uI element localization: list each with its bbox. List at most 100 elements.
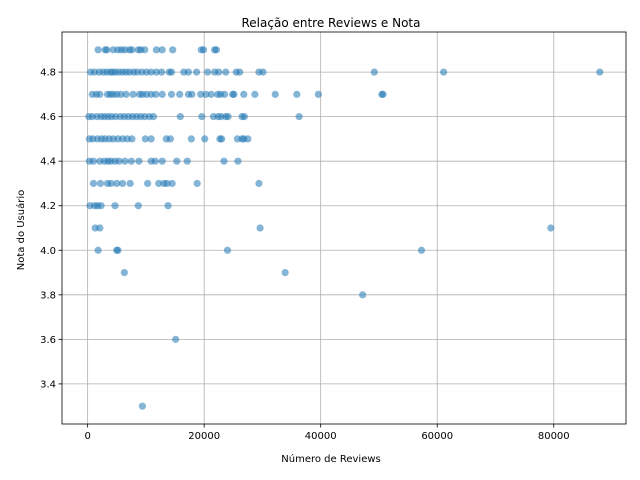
data-point [155,179,163,188]
data-point [134,202,142,210]
data-point [164,202,172,210]
y-axis-title: Nota do Usuário [15,190,27,270]
x-axis-title: Número de Reviews [281,453,380,465]
data-point [168,179,176,188]
data-points [85,46,604,410]
data-point [141,46,149,54]
data-point [169,46,177,54]
data-point [199,46,208,54]
data-point [215,68,223,76]
data-point [96,224,104,232]
data-point [96,179,105,188]
data-point [167,68,176,76]
x-tick-label: 80000 [538,431,570,442]
data-point [212,46,221,54]
data-point [118,179,127,188]
data-point [293,90,301,98]
data-point [184,68,193,76]
y-tick-label: 4.4 [40,157,56,168]
data-point [152,68,160,76]
data-point [359,291,367,299]
x-tick-label: 20000 [188,431,220,442]
data-point [198,113,206,121]
data-point [167,90,176,98]
data-point [94,246,102,254]
data-point [149,113,158,121]
data-point [176,90,184,98]
data-point [172,335,180,343]
data-point [135,157,143,165]
data-point [271,90,279,98]
data-point [128,135,136,143]
data-point [120,268,128,277]
data-point [89,157,98,165]
data-point [240,113,248,121]
data-point [256,224,264,232]
data-point [138,402,147,410]
data-point [197,90,205,98]
data-point [222,68,230,76]
data-point [166,135,174,143]
data-point [596,68,604,76]
x-tick-label: 40000 [305,431,337,442]
data-point [115,157,123,165]
data-point [218,135,226,143]
y-tick-label: 3.8 [40,290,56,301]
data-point [94,46,102,54]
data-point [126,179,134,188]
data-point [281,268,289,277]
data-point [173,157,181,165]
data-point [440,68,448,76]
data-point [240,90,248,98]
y-tick-label: 4.6 [40,112,56,123]
data-point [158,157,166,165]
data-point [97,202,105,210]
data-point [113,179,121,188]
data-point [111,202,119,210]
y-tick-label: 3.4 [40,379,56,390]
data-point [152,90,160,98]
data-point [147,68,155,76]
data-point [188,90,196,98]
data-point [204,68,212,76]
y-tick-label: 4.2 [40,201,56,212]
data-point [251,90,259,98]
data-point [96,90,104,98]
chart-title: Relação entre Reviews e Nota [242,16,421,30]
data-point [147,135,155,143]
data-point [259,68,267,76]
data-point [163,179,171,188]
data-point [220,90,229,98]
data-point [220,157,228,165]
data-point [176,113,184,121]
data-point [158,68,166,76]
data-point [224,113,232,121]
data-point [158,46,166,54]
data-point [547,224,555,232]
data-point [158,90,166,98]
data-point [121,157,129,165]
y-tick-label: 3.6 [40,335,56,346]
data-point [183,157,191,165]
data-point [370,68,378,76]
y-tick-label: 4.8 [40,68,56,79]
data-point [117,90,125,98]
data-point [417,246,426,254]
data-point [314,90,322,98]
data-point [236,68,244,76]
data-point [141,135,149,143]
x-axis-ticks: 0 20000 40000 60000 80000 [84,424,570,442]
y-axis-ticks: 3.4 3.6 3.8 4.0 4.2 4.4 4.6 4.8 [40,68,62,390]
data-point [234,157,242,165]
data-point [89,179,98,188]
x-tick-label: 60000 [421,431,453,442]
data-point [202,90,210,98]
data-point [230,90,238,98]
data-point [207,90,215,98]
data-point [128,46,136,54]
data-point [107,179,115,188]
data-point [114,246,122,254]
data-point [295,113,303,121]
